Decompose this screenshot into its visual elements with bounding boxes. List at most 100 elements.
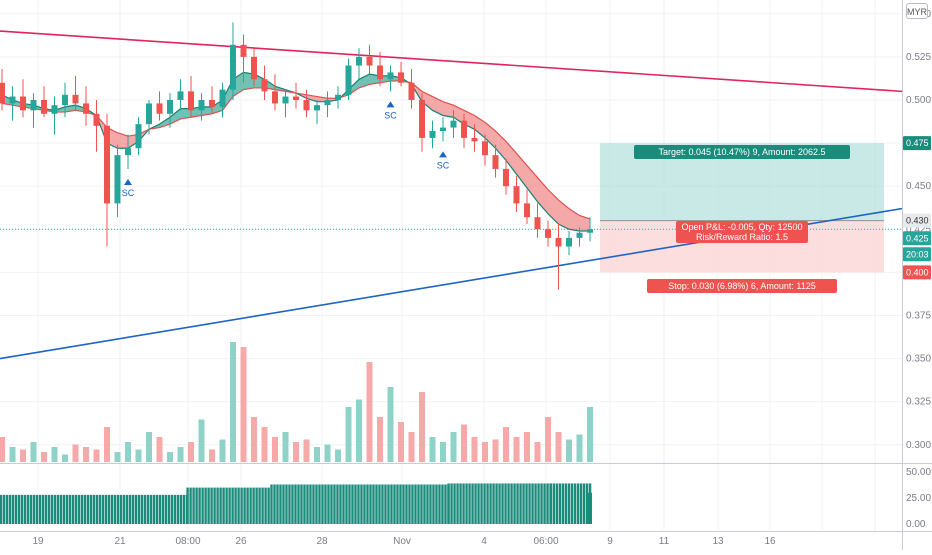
oscillator-bar	[144, 494, 147, 524]
oscillator-bar	[183, 494, 186, 524]
oscillator-bar	[78, 494, 81, 524]
volume-bar	[0, 437, 5, 462]
oscillator-bar	[222, 487, 225, 524]
volume-bar	[62, 454, 68, 462]
current-price-tag: 0.425	[906, 233, 929, 243]
oscillator-bar	[84, 494, 87, 524]
candle-body	[41, 99, 47, 114]
ema-cloud-segment	[180, 108, 191, 119]
oscillator-bar	[264, 487, 267, 524]
signal-label: SC	[122, 188, 135, 198]
oscillator-bar	[300, 484, 303, 524]
oscillator-bar	[414, 484, 417, 524]
candle-body	[398, 72, 404, 83]
oscillator-bar	[99, 494, 102, 524]
oscillator-bar	[351, 484, 354, 524]
ema-cloud-segment	[516, 153, 527, 188]
oscillator-bar	[192, 487, 195, 524]
oscillator-bar	[51, 494, 54, 524]
oscillator-bar	[318, 484, 321, 524]
oscillator-bar	[57, 494, 60, 524]
candle-body	[240, 44, 247, 57]
candle-body	[440, 127, 446, 132]
oscillator-bar	[312, 484, 315, 524]
time-axis[interactable]: 19 21 08:00 26 28 Nov 4 06:00 9 11 13 16	[32, 536, 776, 547]
oscillator-bar	[405, 484, 408, 524]
volume-bar	[93, 449, 100, 462]
oscillator-bar	[558, 483, 562, 524]
oscillator-bar	[150, 494, 153, 524]
oscillator-bar	[363, 484, 366, 524]
oscillator-bar	[147, 494, 150, 524]
candle-body	[272, 91, 278, 104]
oscillator-bar	[258, 487, 261, 524]
oscillator-bar	[372, 484, 375, 524]
oscillator-bar	[501, 483, 504, 524]
oscillator-bar	[75, 494, 78, 524]
oscillator-bar	[207, 487, 210, 524]
oscillator-bar	[492, 483, 495, 524]
oscillator-bar	[459, 483, 462, 524]
oscillator-bar	[255, 487, 258, 524]
candle-body	[230, 44, 236, 90]
oscillator-bar	[399, 484, 402, 524]
time-tick-label: Nov	[393, 536, 411, 547]
candle-body	[555, 237, 562, 247]
oscillator-tick-label: 0.00	[906, 519, 926, 530]
oscillator-bar	[291, 484, 294, 524]
oscillator-bar	[69, 494, 72, 524]
oscillator-bar	[366, 484, 369, 524]
oscillator-bar	[234, 487, 237, 524]
oscillator-bar	[315, 484, 318, 524]
volume-bar	[146, 432, 152, 462]
target-price-tag-bg	[903, 136, 931, 151]
target-zone[interactable]	[0, 143, 902, 273]
oscillator-bar	[156, 494, 159, 524]
oscillator-bar	[522, 483, 525, 524]
volume-bar	[314, 447, 320, 462]
oscillator-bar	[375, 484, 378, 524]
price-tick-label: 0.525	[906, 52, 931, 63]
oscillator-bar	[537, 483, 540, 524]
oscillator-bar	[456, 483, 459, 524]
candle-body	[104, 125, 110, 204]
oscillator-bar	[471, 483, 474, 524]
oscillator-bar	[489, 483, 492, 524]
oscillator-bar	[534, 483, 537, 524]
candle-body	[408, 82, 415, 100]
ema-cloud-segment	[558, 199, 569, 230]
oscillator-bar	[507, 483, 510, 524]
oscillator-bar	[306, 484, 309, 524]
volume-bar	[513, 437, 520, 462]
candle-body	[524, 203, 530, 218]
oscillator-bar	[162, 494, 165, 524]
time-tick-label: 06:00	[533, 536, 558, 547]
time-tick-label: 16	[764, 536, 776, 547]
price-tick-label: 0.375	[906, 310, 931, 321]
oscillator-bar	[9, 494, 12, 524]
candle-body	[135, 124, 142, 149]
volume-bar	[482, 442, 488, 462]
oscillator-bar	[390, 484, 393, 524]
ema-cloud-segment	[506, 141, 517, 175]
oscillator-bar	[555, 483, 559, 524]
oscillator-tick-label: 25.00	[906, 493, 931, 504]
oscillator-bar	[447, 483, 450, 524]
currency-badge[interactable]: MYR	[906, 3, 928, 19]
time-tick-label: 08:00	[175, 536, 200, 547]
oscillator-bar	[396, 484, 399, 524]
volume-bar	[41, 452, 47, 462]
oscillator-bar	[552, 483, 556, 524]
candle-body	[513, 186, 520, 204]
oscillator-bar	[270, 484, 273, 524]
volume-bar	[51, 447, 58, 462]
oscillator-bar	[453, 483, 456, 524]
candle-body	[146, 103, 152, 125]
oscillator-bar	[276, 484, 279, 524]
time-tick-label: 13	[712, 536, 724, 547]
oscillator-bar	[498, 483, 501, 524]
oscillator-bar	[165, 494, 168, 524]
volume-bar	[587, 407, 593, 462]
